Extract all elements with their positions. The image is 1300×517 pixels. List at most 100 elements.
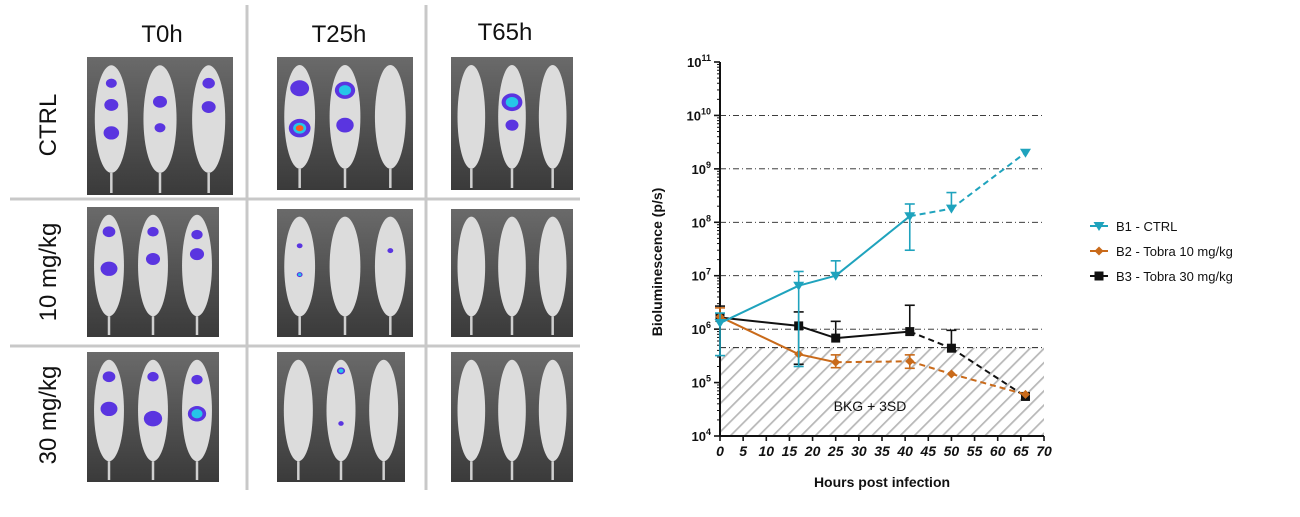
signal-blob: [147, 226, 159, 237]
y-tick-label: 107: [692, 267, 711, 284]
mouse-body: [329, 216, 361, 317]
series-line-segment: [951, 372, 1026, 396]
data-point: [830, 271, 842, 281]
data-point: [945, 204, 957, 214]
series-line-segment: [950, 151, 1027, 210]
legend-item: B2 - Tobra 10 mg/kg: [1090, 244, 1233, 259]
row-header-ctrl: CTRL: [35, 94, 62, 157]
series-line-segment: [835, 330, 910, 340]
mouse-body: [138, 214, 168, 317]
series-line-segment: [798, 324, 837, 340]
signal-blob: [201, 101, 216, 113]
signal-blob: [191, 229, 203, 240]
mouse-body: [374, 64, 406, 169]
mouse-body: [284, 216, 316, 317]
series-line-segment: [909, 360, 952, 375]
threshold-region: [720, 347, 1044, 436]
legend-marker: [1094, 271, 1104, 281]
imaging-photo-grid: T0h T25h T65h CTRL 10 mg/kg 30 mg/kg: [10, 5, 580, 490]
x-tick-label: 45: [919, 443, 936, 459]
x-tick-label: 70: [1036, 443, 1052, 459]
legend-marker: [1094, 246, 1104, 256]
mouse-body: [498, 64, 526, 169]
series-line-segment: [719, 316, 799, 327]
signal-blob: [290, 80, 310, 97]
signal-blob-core: [191, 409, 203, 419]
legend-label: B2 - Tobra 10 mg/kg: [1116, 244, 1233, 259]
mouse-body: [138, 359, 168, 462]
x-tick-label: 20: [804, 443, 821, 459]
x-tick-label: 25: [827, 443, 844, 459]
series-line-segment: [909, 207, 952, 218]
series-line-segment: [950, 347, 1027, 398]
row-header-10mgkg: 10 mg/kg: [35, 223, 62, 322]
row-header-30mgkg: 30 mg/kg: [35, 366, 62, 465]
y-tick-label: 105: [692, 374, 711, 391]
signal-blob: [336, 117, 354, 133]
mouse-body: [192, 65, 226, 173]
y-tick-label: 1010: [687, 106, 711, 123]
signal-blob: [296, 243, 303, 249]
x-tick-label: 65: [1013, 443, 1029, 459]
signal-blob-core: [338, 85, 352, 96]
data-point: [946, 343, 956, 353]
legend-item: B1 - CTRL: [1090, 219, 1177, 234]
x-tick-label: 60: [990, 443, 1006, 459]
y-tick-label: 108: [692, 213, 711, 230]
series-line-segment: [835, 215, 911, 277]
signal-blob: [154, 123, 166, 133]
x-tick-label: 5: [739, 443, 747, 459]
signal-blob: [104, 98, 119, 111]
series-line-segment: [719, 284, 800, 324]
mouse-body: [498, 216, 526, 317]
mouse-body: [457, 359, 486, 462]
signal-blob: [100, 261, 118, 276]
mouse-body: [374, 216, 406, 317]
mouse-body: [283, 359, 313, 462]
series-line-segment: [909, 330, 952, 350]
data-point: [904, 212, 916, 222]
signal-blob: [189, 248, 205, 261]
signal-blob-hot: [295, 125, 304, 132]
signal-blob: [143, 410, 163, 427]
mouse-body: [498, 359, 526, 462]
legend-label: B1 - CTRL: [1116, 219, 1177, 234]
x-tick-label: 55: [967, 443, 983, 459]
mouse-body: [329, 64, 361, 169]
x-tick-label: 0: [716, 443, 724, 459]
y-axis-title: Bioluminescence (p/s): [649, 188, 665, 337]
signal-blob: [102, 371, 116, 383]
x-tick-label: 10: [758, 443, 774, 459]
y-tick-label: 1011: [687, 53, 711, 70]
x-tick-label: 35: [874, 443, 890, 459]
mouse-body: [94, 65, 128, 173]
data-point: [831, 333, 841, 343]
series-line-segment: [719, 315, 800, 356]
mouse-body: [326, 359, 356, 462]
series-line-segment: [798, 274, 836, 287]
legend-item: B3 - Tobra 30 mg/kg: [1090, 269, 1233, 284]
series-1: [714, 148, 1031, 368]
mouse-body: [538, 359, 567, 462]
signal-blob: [145, 253, 161, 265]
column-header-t0h: T0h: [141, 21, 182, 48]
signal-blob-core: [505, 97, 519, 108]
mouse-body: [538, 216, 567, 317]
signal-blob: [202, 77, 215, 89]
signal-blob: [152, 95, 168, 108]
legend-marker: [1093, 222, 1105, 231]
legend: B1 - CTRL B2 - Tobra 10 mg/kg B3 - Tobra 3…: [1090, 219, 1233, 284]
data-point: [1020, 389, 1030, 399]
signal-blob: [191, 374, 203, 385]
column-header-t25h: T25h: [312, 21, 367, 48]
y-tick-label: 104: [692, 427, 711, 444]
signal-blob-core: [338, 368, 344, 373]
data-point: [714, 319, 726, 329]
mouse-body: [369, 359, 399, 462]
x-tick-label: 40: [896, 443, 913, 459]
signal-blob: [102, 226, 116, 238]
x-tick-label: 15: [782, 443, 798, 459]
mouse-body: [143, 65, 177, 173]
y-tick-label: 109: [692, 160, 711, 177]
mouse-body: [457, 216, 486, 317]
